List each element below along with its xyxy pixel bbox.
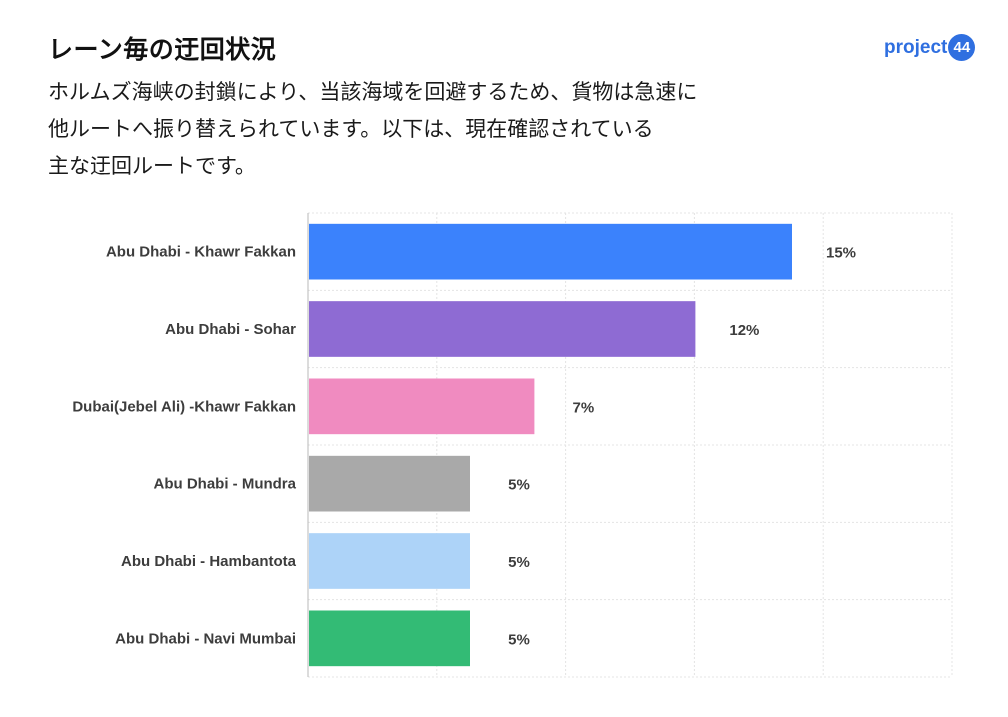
category-label: Dubai(Jebel Ali) -Khawr Fakkan (72, 398, 296, 415)
category-label: Abu Dhabi - Khawr Fakkan (106, 244, 296, 261)
bar-6 (309, 610, 470, 667)
chart-subtitle: ホルムズ海峡の封鎖により、当該海域を回避するため、貨物は急速に 他ルートへ振り替… (48, 74, 808, 185)
bar-1 (309, 223, 792, 280)
value-label: 5% (508, 477, 530, 494)
category-label: Abu Dhabi - Navi Mumbai (115, 630, 296, 647)
value-label: 5% (508, 631, 530, 648)
chart-title: レーン毎の迂回状況 (48, 35, 277, 64)
chart-labels: Abu Dhabi - Khawr Fakkan 15% Abu Dhabi - S… (72, 244, 856, 649)
category-label: Abu Dhabi - Sohar (165, 321, 296, 338)
bar-4 (309, 455, 470, 512)
value-label: 12% (729, 322, 759, 339)
value-label: 7% (573, 399, 595, 416)
chart-grid (307, 212, 953, 678)
subtitle-line-2: 他ルートへ振り替えられています。以下は、現在確認されている (48, 117, 654, 141)
category-label: Abu Dhabi - Hambantota (121, 553, 297, 570)
logo-text: project (884, 36, 948, 58)
value-label: 15% (826, 245, 856, 262)
chart-bars (309, 223, 792, 667)
subtitle-line-1: ホルムズ海峡の封鎖により、当該海域を回避するため、貨物は急速に (48, 80, 698, 104)
bar-3 (309, 378, 535, 435)
logo-badge: 44 (948, 34, 976, 61)
project44-logo: project 44 (884, 34, 976, 61)
bar-2 (309, 301, 696, 357)
value-label: 5% (508, 554, 530, 571)
subtitle-line-3: 主な迂回ルートです。 (48, 154, 256, 178)
bar-5 (309, 533, 470, 589)
category-label: Abu Dhabi - Mundra (154, 476, 297, 493)
